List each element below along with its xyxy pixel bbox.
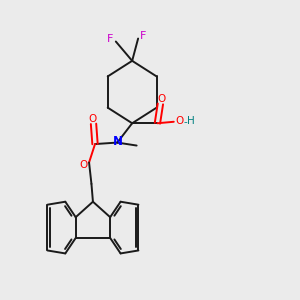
Text: F: F bbox=[107, 34, 114, 44]
Text: N: N bbox=[113, 135, 123, 148]
Text: O: O bbox=[88, 114, 96, 124]
Text: O: O bbox=[175, 116, 184, 127]
Text: H: H bbox=[187, 116, 195, 127]
Text: -: - bbox=[183, 117, 187, 128]
Text: F: F bbox=[140, 31, 147, 41]
Text: O: O bbox=[158, 94, 166, 103]
Text: O: O bbox=[80, 160, 88, 170]
